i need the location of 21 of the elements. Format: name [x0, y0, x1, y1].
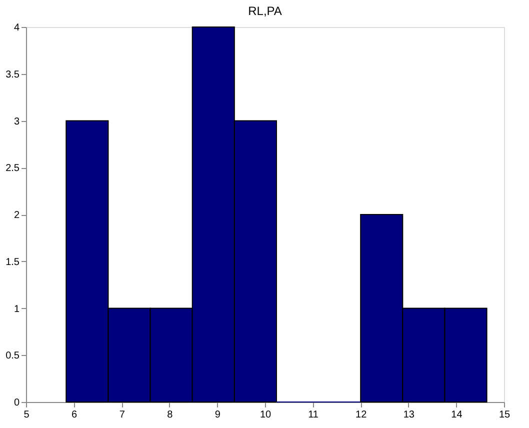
- y-tick-label: 0.5: [6, 350, 20, 362]
- y-tick-label: 2.5: [6, 163, 20, 174]
- x-tick-label: 9: [214, 410, 221, 420]
- y-tick-label: 1.5: [6, 256, 20, 268]
- x-tick-label: 15: [498, 410, 510, 420]
- y-tick-label: 3.5: [6, 69, 20, 80]
- x-tick-label: 6: [72, 410, 78, 420]
- x-tick-label: 14: [451, 410, 463, 420]
- x-tick-label: 11: [308, 410, 319, 420]
- y-tick-label: 0: [14, 398, 20, 408]
- chart-title: RL,PA: [248, 4, 282, 18]
- x-tick-label: 8: [167, 410, 174, 420]
- y-tick-label: 4: [14, 22, 20, 34]
- x-tick-label: 13: [403, 410, 415, 420]
- y-tick-label: 1: [14, 304, 20, 315]
- y-tick-label: 3: [14, 116, 20, 128]
- x-tick-label: 10: [260, 410, 272, 420]
- y-tick-label: 2: [14, 210, 20, 221]
- x-tick-label: 5: [24, 410, 30, 420]
- x-tick-label: 12: [356, 410, 368, 420]
- x-tick-label: 7: [119, 410, 126, 420]
